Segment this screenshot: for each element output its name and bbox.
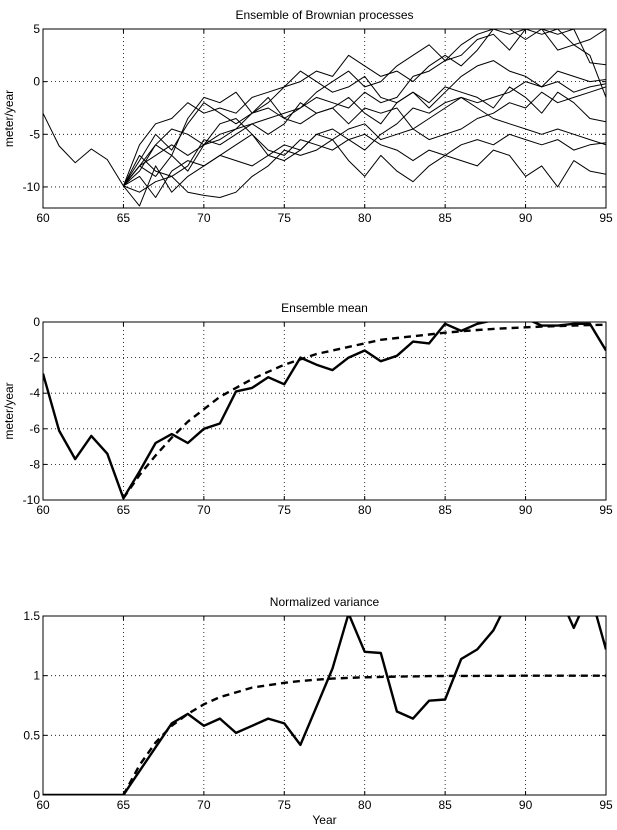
x-tick-label: 85	[438, 798, 452, 812]
series-line-path-9	[122, 70, 606, 187]
series-line-path-2	[123, 128, 606, 207]
y-tick-label: 0.5	[23, 728, 40, 742]
x-tick-label: 90	[519, 503, 533, 517]
chart-panel-2: 60 65 70 75 80 85 90 95 0 -2 -4 -6 -8 -10 Ensemble mea…	[2, 301, 613, 517]
x-tick-label: 70	[197, 798, 211, 812]
chart-panel-3: 60 65 70 75 80 85 90 95 1.5 1 0.5 0 Normalized varia…	[23, 595, 613, 827]
x-tick-label: 95	[599, 798, 613, 812]
chart-title: Ensemble mean	[281, 301, 368, 315]
x-tick-label: 90	[519, 798, 533, 812]
y-tick-label: 1	[33, 669, 40, 683]
series-line-path-8	[123, 86, 606, 198]
chart-title: Ensemble of Brownian processes	[235, 8, 413, 22]
chart-panel-1: 60 65 70 75 80 85 90 95 5 0 -5 -10 Ensemble of Brown…	[2, 8, 613, 225]
x-tick-label: 75	[278, 211, 292, 225]
series-line-expected-mean	[122, 323, 606, 499]
x-tick-label: 70	[197, 503, 211, 517]
axes-frame	[42, 28, 607, 209]
x-tick-label: 60	[36, 798, 50, 812]
y-tick-label: 1.5	[23, 609, 40, 623]
series-history-line	[43, 112, 124, 187]
x-tick-label: 75	[278, 798, 292, 812]
x-tick-label: 80	[358, 503, 372, 517]
x-tick-label: 80	[358, 211, 372, 225]
axes-frame	[42, 321, 607, 501]
x-tick-label: 80	[358, 798, 372, 812]
series-line-sample-variance	[43, 616, 606, 795]
x-tick-label: 65	[117, 503, 131, 517]
y-tick-label: -2	[29, 351, 40, 365]
series-line-ensemble-mean	[43, 322, 606, 500]
x-tick-label: 60	[36, 211, 50, 225]
x-tick-label: 95	[599, 211, 613, 225]
y-tick-label: 0	[33, 315, 40, 329]
x-tick-label: 75	[278, 503, 292, 517]
y-axis-label: meter/year	[2, 90, 16, 147]
chart-title: Normalized variance	[270, 595, 380, 609]
y-tick-label: 0	[33, 788, 40, 802]
x-tick-label: 70	[197, 211, 211, 225]
y-tick-label: -4	[29, 386, 40, 400]
series-line-path-5	[123, 133, 606, 198]
y-tick-label: -10	[23, 180, 41, 194]
series-line-path-10	[123, 60, 606, 187]
y-tick-label: -8	[29, 457, 40, 471]
x-tick-label: 65	[117, 798, 131, 812]
series-line-theoretical-variance	[122, 674, 606, 795]
y-tick-label: -10	[23, 493, 41, 507]
y-tick-label: 0	[33, 75, 40, 89]
y-tick-label: -6	[29, 422, 40, 436]
y-tick-label: 5	[33, 22, 40, 36]
axes-frame	[42, 615, 607, 796]
x-tick-label: 85	[438, 211, 452, 225]
x-tick-label: 95	[599, 503, 613, 517]
x-tick-label: 85	[438, 503, 452, 517]
x-axis-label: Year	[312, 813, 336, 827]
x-tick-label: 90	[519, 211, 533, 225]
x-tick-label: 65	[117, 211, 131, 225]
y-tick-label: -5	[29, 127, 40, 141]
y-axis-label: meter/year	[2, 382, 16, 439]
series-line-path-4	[122, 29, 606, 187]
series-line-path-6	[122, 86, 606, 187]
x-tick-label: 60	[36, 503, 50, 517]
series-line-path-7	[123, 29, 606, 187]
